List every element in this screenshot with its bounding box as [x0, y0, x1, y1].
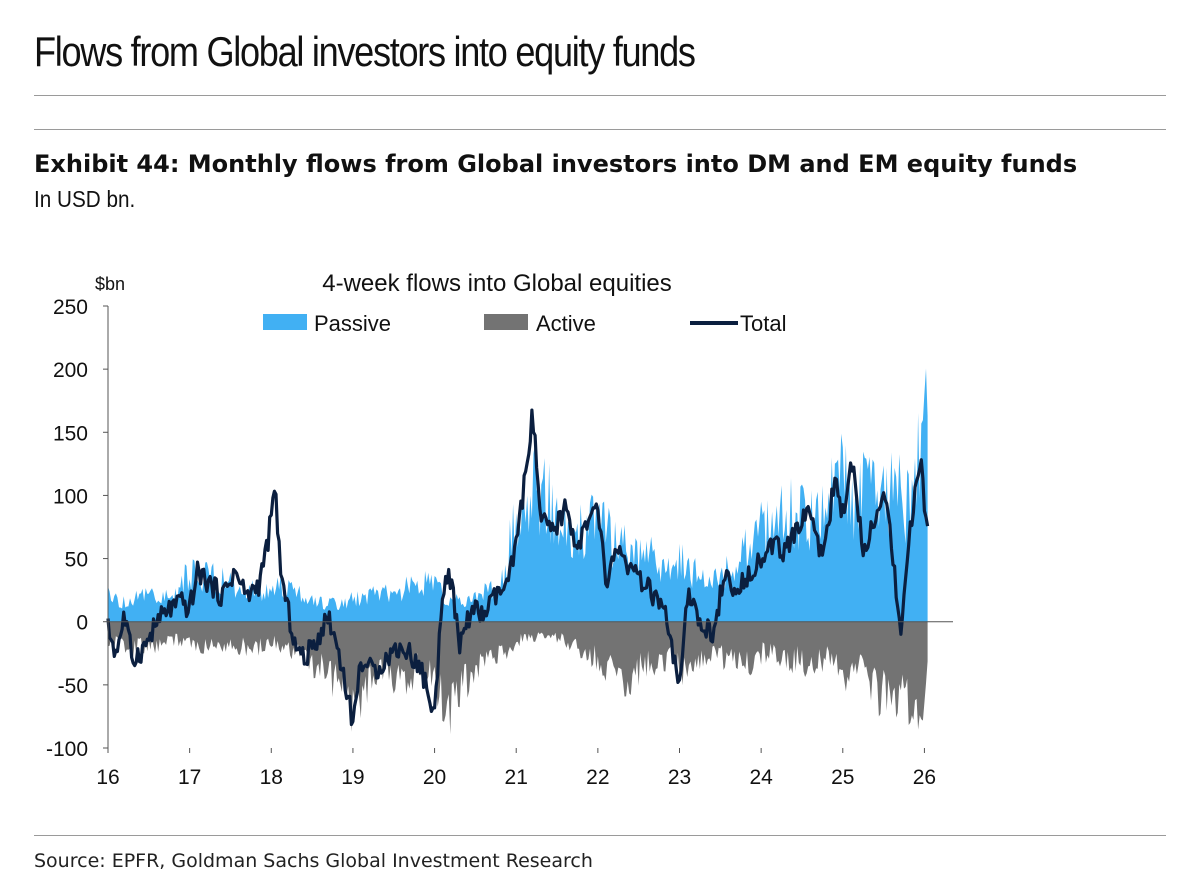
- y-tick-label: 0: [76, 612, 88, 635]
- y-tick-label: 250: [53, 296, 88, 319]
- y-tick-label: 100: [53, 485, 88, 508]
- y-tick-label: -100: [46, 738, 88, 761]
- x-tick-label: 25: [831, 766, 854, 789]
- y-tick-label: 150: [53, 422, 88, 445]
- x-tick-label: 16: [96, 766, 119, 789]
- x-tick-label: 20: [423, 766, 446, 789]
- y-tick-label: 50: [65, 549, 88, 572]
- page-title: Flows from Global investors into equity …: [34, 28, 696, 75]
- legend-active-label: Active: [536, 311, 596, 336]
- x-tick-label: 21: [505, 766, 528, 789]
- source-note: Source: EPFR, Goldman Sachs Global Inves…: [34, 850, 593, 872]
- y-tick-label: -50: [58, 675, 88, 698]
- legend-total-label: Total: [740, 311, 786, 336]
- header-divider-lower: [34, 129, 1166, 130]
- x-tick-label: 18: [260, 766, 283, 789]
- x-tick-label: 23: [668, 766, 691, 789]
- flows-chart: 4-week flows into Global equities $bn Pa…: [46, 270, 953, 789]
- chart-title: 4-week flows into Global equities: [322, 270, 672, 297]
- series-total-line: [106, 408, 930, 727]
- exhibit-title: Exhibit 44: Monthly flows from Global in…: [34, 150, 1078, 178]
- x-tick-label: 22: [586, 766, 609, 789]
- legend-passive-swatch: [263, 314, 307, 330]
- footer-divider: [34, 835, 1166, 836]
- chart-legend: Passive Active Total: [263, 311, 786, 336]
- y-axis-unit-label: $bn: [95, 274, 125, 294]
- y-tick-label: 200: [53, 359, 88, 382]
- plot-series: [106, 368, 930, 735]
- header-divider: [34, 95, 1166, 96]
- x-tick-label: 19: [341, 766, 364, 789]
- x-tick-label: 17: [178, 766, 201, 789]
- legend-passive-label: Passive: [314, 311, 391, 336]
- y-axis: -100 -50 0 50 100 150 200 250: [46, 296, 109, 761]
- x-axis: 16 17 18 19 20 21 22 23 24 25 26: [96, 621, 953, 789]
- exhibit-subtitle: In USD bn.: [34, 186, 136, 212]
- legend-active-swatch: [484, 314, 528, 330]
- x-tick-label: 26: [913, 766, 936, 789]
- series-active-area: [108, 621, 928, 735]
- x-tick-label: 24: [749, 766, 773, 789]
